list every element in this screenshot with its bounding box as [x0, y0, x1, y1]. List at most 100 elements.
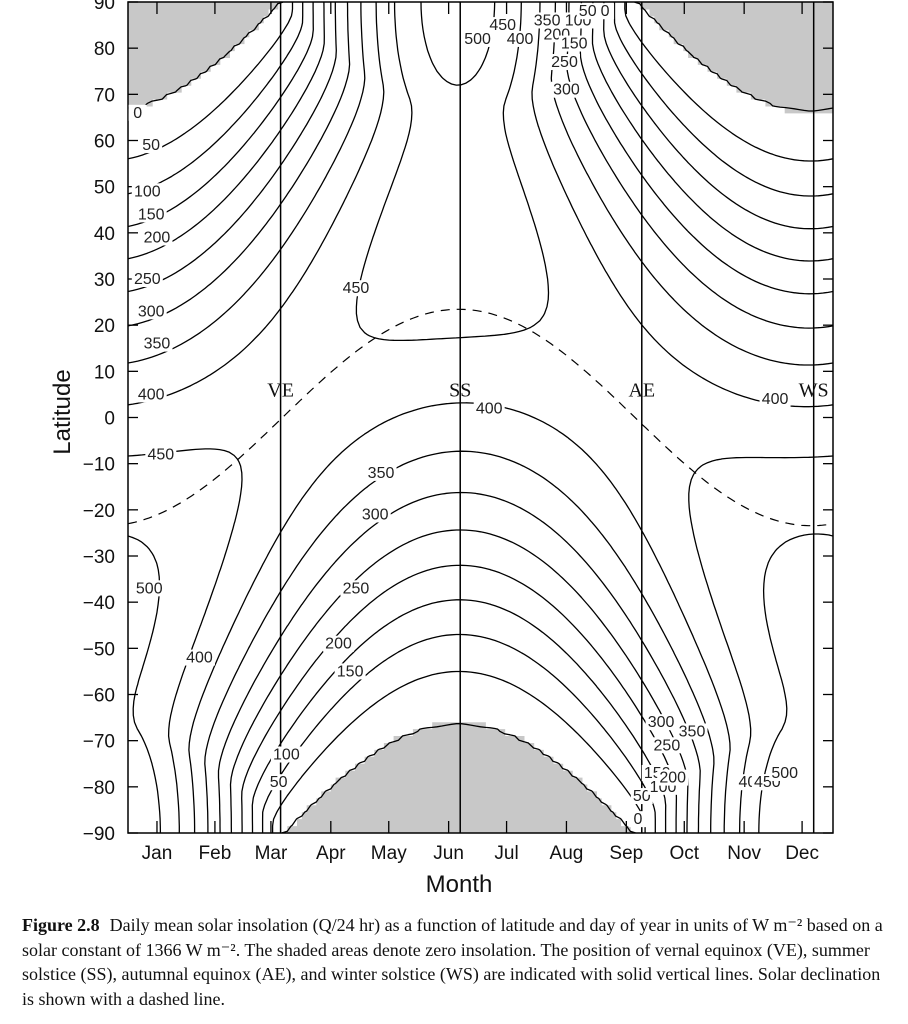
contour-label: 350	[144, 336, 171, 353]
plot-frame	[127, 1, 834, 834]
caption-label: Figure 2.8	[22, 915, 100, 935]
contour-label: 350	[368, 465, 395, 482]
x-tick-label: May	[371, 843, 407, 864]
contour-label-bg	[759, 391, 791, 408]
contour-label: 250	[654, 737, 681, 754]
contour-500	[128, 2, 833, 833]
insolation-contour-chart: VE SS AE WS 9080706050403020100−10−20−30−40…	[49, 0, 834, 898]
contour-label: 50	[579, 3, 597, 20]
contour-label-bg	[133, 580, 165, 597]
y-tick-label: 60	[94, 132, 115, 153]
y-tick-label: −30	[83, 547, 115, 568]
contour-150	[128, 2, 833, 833]
contour-label-bg	[576, 3, 599, 20]
x-tick-label: Sep	[609, 843, 643, 864]
event-lines: VE SS AE WS	[267, 2, 829, 833]
contour-label-bg	[676, 723, 708, 740]
contour-label-bg	[645, 714, 677, 731]
contour-label-bg	[141, 229, 173, 246]
contour-label-bg	[558, 35, 590, 52]
contour-label-bg	[596, 3, 615, 20]
event-label-ss: SS	[449, 380, 471, 402]
contour-label: 500	[464, 31, 491, 48]
y-tick-label: 40	[94, 224, 115, 245]
contour-label-bg	[334, 663, 366, 680]
contour-label-bg	[487, 17, 519, 34]
event-label-ve: VE	[267, 380, 294, 402]
y-tick-label: 70	[94, 85, 115, 106]
contour-label-bg	[145, 446, 177, 463]
contour-350	[128, 2, 833, 833]
contour-label-bg	[135, 386, 167, 403]
contour-label: 200	[659, 770, 686, 787]
y-tick-label: −10	[83, 455, 115, 476]
figure-caption: Figure 2.8 Daily mean solar insolation (Q…	[22, 913, 884, 1011]
contour-label-bg	[128, 104, 147, 121]
y-tick-label: −80	[83, 778, 115, 799]
contour-label: 0	[601, 3, 610, 20]
contour-label: 100	[273, 747, 300, 764]
contour-label: 450	[343, 280, 370, 297]
contour-label: 450	[147, 446, 174, 463]
x-tick-label: Oct	[669, 843, 699, 864]
contour-label: 400	[476, 400, 503, 417]
contour-label-bg	[359, 506, 391, 523]
contour-label-bg	[340, 580, 372, 597]
contour-label-bg	[651, 737, 683, 754]
caption-text: Daily mean solar insolation (Q/24 hr) as…	[22, 915, 883, 1009]
contour-label-bg	[267, 774, 290, 791]
contour-label: 50	[633, 788, 651, 805]
contour-labels: 0501001502002503003504004505004001005015…	[128, 3, 801, 828]
contour-label-bg	[462, 30, 494, 47]
x-tick-label: Apr	[316, 843, 346, 864]
contour-label: 300	[648, 714, 675, 731]
contour-label: 350	[534, 12, 561, 29]
contour-label-bg	[270, 746, 302, 763]
x-tick-label: Dec	[785, 843, 819, 864]
x-tick-label: Nov	[727, 843, 761, 864]
contour-label: 50	[142, 137, 160, 154]
solar-declination-line	[128, 308, 833, 527]
contour-label-bg	[183, 649, 215, 666]
contour-label: 200	[325, 636, 352, 653]
contour-label-bg	[135, 206, 167, 223]
contour-label: 250	[551, 54, 578, 71]
contour-label: 50	[270, 774, 288, 791]
contour-label-bg	[549, 54, 581, 71]
contour-label: 300	[553, 82, 580, 99]
contour-label: 300	[138, 303, 165, 320]
contour-label: 450	[489, 17, 516, 34]
x-tick-label: Jul	[494, 843, 518, 864]
y-tick-label: −40	[83, 593, 115, 614]
event-label-ws: WS	[799, 380, 829, 402]
contour-label-bg	[131, 183, 163, 200]
polar-night-region	[128, 2, 833, 833]
contour-label-bg	[531, 12, 563, 29]
contour-label-bg	[131, 271, 163, 287]
y-axis-title: Latitude	[49, 369, 76, 454]
contour-label-bg	[140, 137, 163, 154]
contour-label: 200	[144, 229, 171, 246]
contour-label: 400	[762, 391, 789, 408]
contour-400	[128, 2, 833, 833]
contour-label-bg	[323, 635, 355, 652]
contour-label: 400	[507, 31, 534, 48]
y-tick-label: 80	[94, 39, 115, 60]
contour-label-bg	[628, 811, 647, 828]
x-axis-title: Month	[426, 871, 493, 898]
contour-label-bg	[550, 81, 582, 98]
y-tick-label: 10	[94, 362, 115, 383]
y-tick-label: 30	[94, 270, 115, 291]
contour-label: 100	[134, 183, 161, 200]
contour-100	[128, 2, 833, 833]
contour-label-bg	[473, 400, 505, 417]
contour-label: 500	[136, 580, 163, 597]
x-tick-label: Jun	[433, 843, 464, 864]
contour-label: 150	[561, 36, 588, 53]
x-tick-label: Feb	[199, 843, 232, 864]
contour-50	[128, 2, 833, 833]
contour-label-bg	[769, 764, 801, 781]
contour-label-bg	[135, 303, 167, 320]
y-tick-label: 20	[94, 316, 115, 337]
y-tick-label: −50	[83, 639, 115, 660]
